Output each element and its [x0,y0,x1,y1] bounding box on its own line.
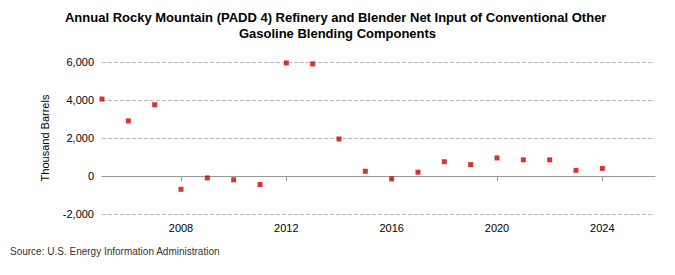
svg-text:2024: 2024 [590,222,614,234]
svg-text:2020: 2020 [485,222,509,234]
svg-text:6,000: 6,000 [66,56,94,68]
svg-text:Annual Rocky Mountain (PADD 4): Annual Rocky Mountain (PADD 4) Refinery … [65,10,610,25]
svg-text:0: 0 [88,170,94,182]
svg-text:Gasoline Blending Components: Gasoline Blending Components [239,26,436,41]
svg-text:Thousand Barrels: Thousand Barrels [39,94,51,181]
svg-text:2012: 2012 [274,222,298,234]
svg-text:2,000: 2,000 [66,132,94,144]
svg-text:-2,000: -2,000 [63,208,94,220]
svg-text:4,000: 4,000 [66,94,94,106]
svg-text:2016: 2016 [379,222,403,234]
svg-text:2008: 2008 [169,222,193,234]
svg-text:Source: U.S. Energy Informatio: Source: U.S. Energy Information Administ… [10,246,220,257]
